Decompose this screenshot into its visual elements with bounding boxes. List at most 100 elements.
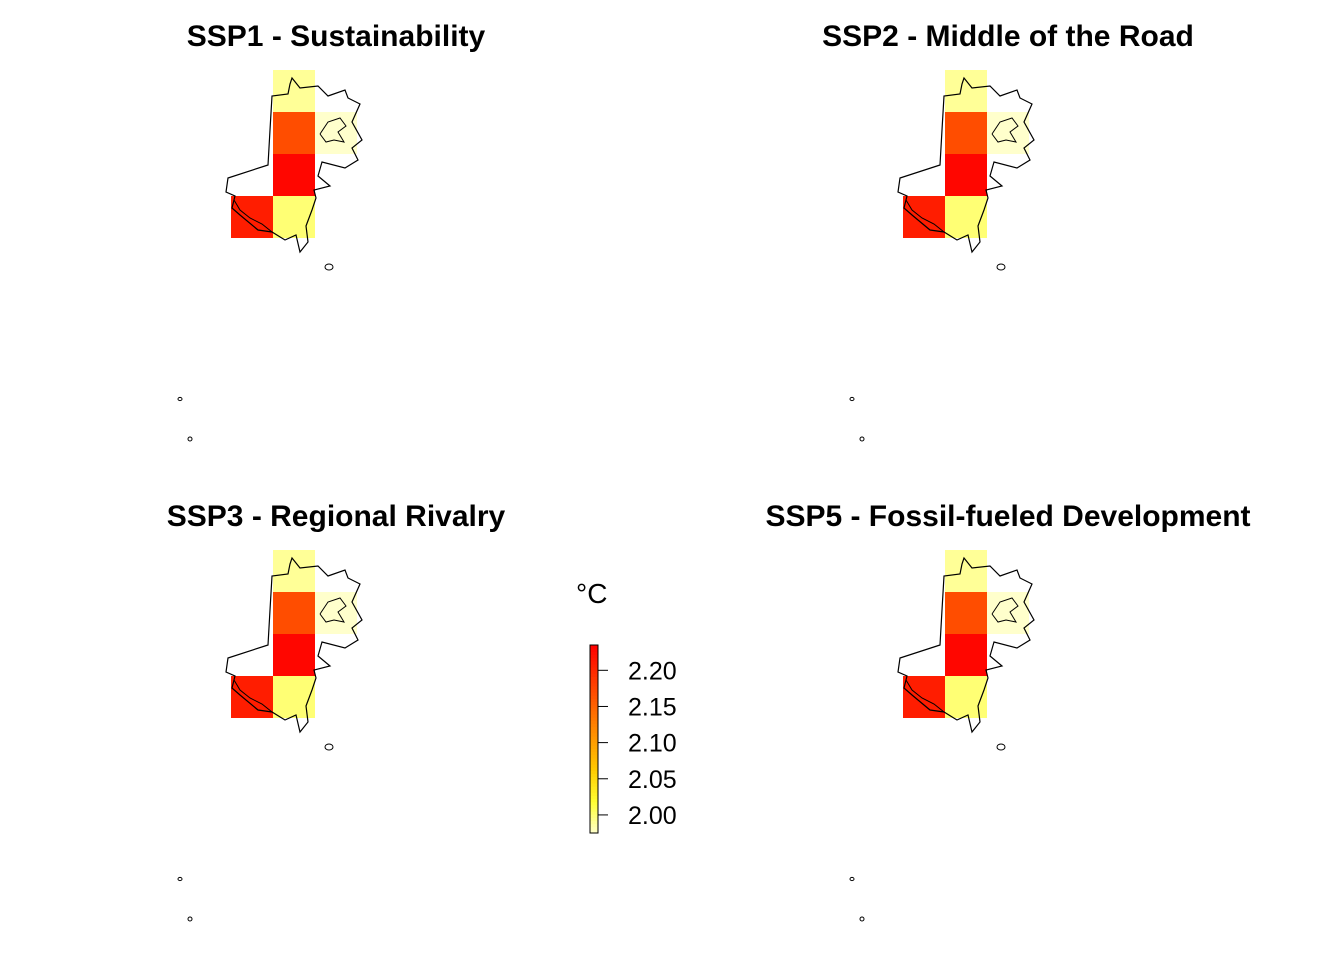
legend-color-segment	[590, 757, 598, 762]
panel-title: SSP2 - Middle of the Road	[822, 20, 1194, 53]
raster-cell	[315, 112, 357, 154]
map-panel-ssp5: SSP5 - Fossil-fueled Development	[672, 480, 1344, 960]
legend-color-segment	[590, 748, 598, 753]
legend-color-segment	[590, 795, 598, 800]
legend-color-segment	[590, 651, 598, 655]
raster-cell	[273, 154, 315, 196]
inner-boundary	[905, 679, 945, 713]
legend-color-segment	[590, 645, 598, 649]
legend-color-segment	[590, 710, 598, 715]
raster-map	[177, 550, 363, 922]
legend-color-segment	[590, 826, 598, 831]
inner-boundary	[905, 199, 945, 233]
legend-color-segment	[590, 663, 598, 668]
raster-cell	[273, 70, 315, 112]
legend-color-segment	[590, 773, 598, 778]
panel-title: SSP1 - Sustainability	[186, 20, 486, 53]
raster-cell	[273, 112, 315, 154]
legend-color-segment	[590, 786, 598, 790]
inner-boundary	[233, 679, 273, 713]
map-panel-ssp2: SSP2 - Middle of the Road	[672, 0, 1344, 480]
legend-color-segment	[590, 729, 598, 734]
island-outline	[859, 916, 865, 922]
legend-color-segment	[590, 792, 598, 796]
legend-color-segment	[590, 779, 598, 784]
raster-cell	[273, 550, 315, 592]
legend-color-segment	[590, 657, 598, 662]
island-outline	[324, 263, 334, 271]
island-outline	[849, 396, 855, 402]
legend-color-segment	[590, 685, 598, 690]
island-outline	[996, 743, 1006, 751]
legend-color-segment	[590, 707, 598, 712]
legend-color-segment	[590, 782, 598, 787]
island-outline	[324, 743, 334, 751]
legend-color-segment	[590, 735, 598, 740]
legend-color-segment	[590, 776, 598, 781]
legend-color-segment	[590, 676, 598, 681]
legend-color-segment	[590, 648, 598, 652]
raster-cell	[945, 154, 987, 196]
raster-map	[177, 70, 363, 442]
legend-color-segment	[590, 823, 598, 828]
legend-color-segment	[590, 770, 598, 775]
map-panel-ssp3: SSP3 - Regional Rivalry	[0, 480, 672, 960]
legend-color-segment	[590, 717, 598, 721]
island-outline	[849, 876, 855, 882]
inner-boundary	[991, 597, 1019, 623]
legend-color-segment	[590, 798, 598, 803]
legend-color-segment	[590, 817, 598, 822]
legend-color-segment	[590, 732, 598, 737]
legend-tick-label: 2.20	[628, 657, 677, 685]
raster-cell	[987, 592, 1029, 634]
raster-cell	[945, 112, 987, 154]
legend-color-segment	[590, 789, 598, 793]
legend-color-segment	[590, 695, 598, 699]
legend-color-segment	[590, 760, 598, 765]
island-outline	[177, 396, 183, 402]
legend-color-segment	[590, 745, 598, 749]
legend-color-segment	[590, 670, 598, 674]
inner-boundary	[233, 199, 273, 233]
legend-color-segment	[590, 726, 598, 731]
legend-color-segment	[590, 679, 598, 684]
color-legend: 2.20 2.15 2.10 2.05 2.00	[589, 644, 677, 834]
raster-cell	[987, 112, 1029, 154]
raster-cell	[273, 196, 315, 238]
raster-cell	[945, 70, 987, 112]
region-outline	[225, 76, 363, 254]
raster-cell	[945, 196, 987, 238]
legend-color-segment	[590, 801, 598, 806]
island-outline	[859, 436, 865, 442]
island-outline	[187, 436, 193, 442]
raster-cell	[945, 634, 987, 676]
legend-color-segment	[590, 682, 598, 687]
legend-title: °C	[576, 578, 608, 609]
raster-cell	[273, 634, 315, 676]
legend-color-segment	[590, 751, 598, 756]
legend-color-segment	[590, 660, 598, 665]
legend-color-segment	[590, 666, 598, 671]
inner-boundary	[319, 597, 347, 623]
raster-cell	[273, 676, 315, 718]
map-panel-ssp1: SSP1 - Sustainability	[0, 0, 672, 480]
legend-color-segment	[590, 829, 598, 834]
legend-tick-label: 2.05	[628, 766, 677, 794]
legend-color-segment	[590, 723, 598, 728]
legend-color-segment	[590, 811, 598, 815]
legend-color-segment	[590, 692, 598, 696]
raster-cell	[945, 550, 987, 592]
legend-color-segment	[590, 739, 598, 743]
legend-color-segment	[590, 673, 598, 677]
region-outline	[225, 556, 363, 734]
island-outline	[177, 876, 183, 882]
legend-color-segment	[590, 754, 598, 759]
panel-title: SSP5 - Fossil-fueled Development	[765, 500, 1251, 533]
legend-color-segment	[590, 820, 598, 825]
legend-color-segment	[590, 742, 598, 746]
raster-map	[849, 70, 1035, 442]
inner-boundary	[991, 117, 1019, 143]
legend-color-segment	[590, 704, 598, 709]
legend-color-segment	[590, 688, 598, 693]
legend-color-segment	[590, 654, 598, 659]
